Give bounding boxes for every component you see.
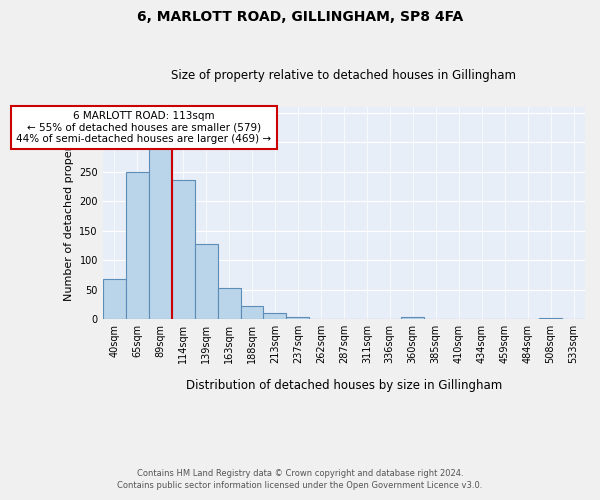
Title: Size of property relative to detached houses in Gillingham: Size of property relative to detached ho… [172,69,517,82]
Bar [218,288,241,319]
Bar [125,172,149,319]
Bar [149,148,172,319]
Bar [539,318,562,319]
Bar [194,244,218,319]
Bar [103,279,125,319]
Text: 6 MARLOTT ROAD: 113sqm
← 55% of detached houses are smaller (579)
44% of semi-de: 6 MARLOTT ROAD: 113sqm ← 55% of detached… [16,111,272,144]
Bar [172,180,194,319]
Text: 6, MARLOTT ROAD, GILLINGHAM, SP8 4FA: 6, MARLOTT ROAD, GILLINGHAM, SP8 4FA [137,10,463,24]
Bar [401,318,424,319]
Text: Distribution of detached houses by size in Gillingham: Distribution of detached houses by size … [186,378,502,392]
Bar [286,317,310,319]
Text: Contains HM Land Registry data © Crown copyright and database right 2024.
Contai: Contains HM Land Registry data © Crown c… [118,468,482,490]
Bar [263,314,286,319]
Y-axis label: Number of detached properties: Number of detached properties [64,126,74,300]
Bar [241,306,263,319]
